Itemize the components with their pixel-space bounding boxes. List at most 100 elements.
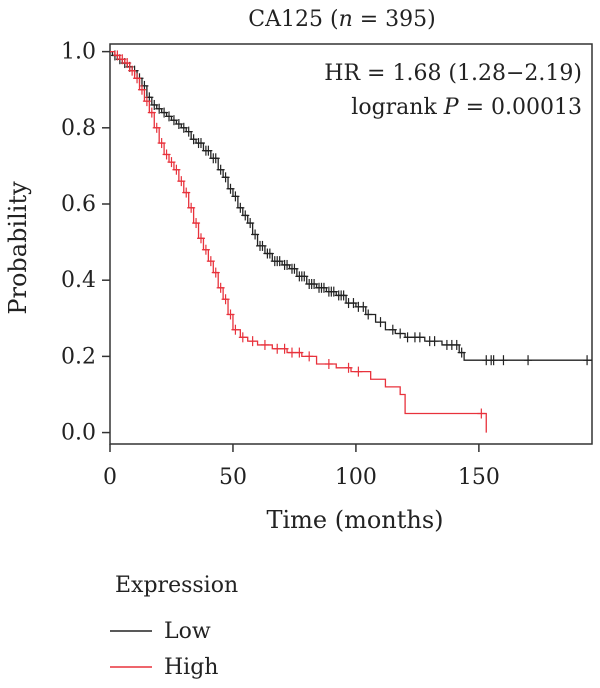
- censor-mark-high: [118, 54, 127, 65]
- censor-mark-low: [300, 271, 309, 282]
- censor-mark-low: [415, 332, 424, 343]
- censor-mark-high: [147, 107, 156, 118]
- x-tick-label: 100: [335, 465, 377, 490]
- logrank-prefix: logrank: [351, 95, 444, 120]
- y-tick-label: 0.0: [61, 421, 96, 446]
- censor-mark-low: [150, 99, 159, 110]
- censor-mark-low: [258, 240, 267, 251]
- censor-mark-low: [275, 256, 284, 267]
- y-axis: 0.0 0.2 0.4 0.6 0.8 1.0: [61, 40, 110, 446]
- censor-mark-high: [238, 332, 247, 343]
- x-axis-title: Time (months): [266, 506, 443, 534]
- logrank-annotation: logrank P = 0.00013: [351, 95, 582, 120]
- censor-mark-low: [364, 309, 373, 320]
- y-tick-label: 0.2: [61, 344, 96, 369]
- censor-mark-low: [396, 328, 405, 339]
- censor-mark-high: [221, 294, 230, 305]
- censor-mark-high: [354, 366, 363, 377]
- y-tick-label: 1.0: [61, 40, 96, 65]
- legend: Expression Low High: [110, 573, 238, 680]
- censor-mark-low: [310, 279, 319, 289]
- censor-mark-low: [403, 332, 412, 343]
- censor-mark-high: [344, 362, 353, 373]
- censor-mark-high: [206, 256, 215, 267]
- censor-mark-high: [167, 157, 176, 168]
- censor-mark-high: [113, 50, 122, 61]
- title-prefix: CA125 (: [248, 7, 338, 32]
- censor-mark-high: [177, 176, 186, 187]
- censor-mark-high: [324, 359, 333, 369]
- censor-mark-low: [524, 355, 533, 366]
- censor-mark-high: [133, 73, 142, 84]
- legend-label-low: Low: [164, 619, 211, 644]
- censor-mark-low: [329, 286, 338, 297]
- censor-mark-low: [583, 355, 592, 366]
- censor-mark-high: [201, 244, 210, 255]
- censor-mark-low: [457, 347, 466, 358]
- censor-mark-high: [248, 336, 257, 347]
- y-tick-label: 0.8: [61, 116, 96, 141]
- censor-mark-low: [179, 122, 188, 133]
- censor-mark-low: [216, 164, 225, 175]
- logrank-value: = 0.00013: [459, 95, 582, 120]
- censor-mark-high: [192, 218, 201, 229]
- censor-mark-high: [260, 339, 269, 350]
- censor-mark-high: [273, 343, 282, 354]
- censor-mark-low: [430, 336, 439, 347]
- censor-mark-high: [287, 347, 296, 358]
- x-tick-label: 50: [219, 465, 247, 490]
- censor-mark-low: [499, 355, 508, 366]
- censor-mark-high: [142, 96, 151, 107]
- censor-mark-high: [216, 282, 225, 293]
- title-n: n: [339, 7, 353, 32]
- censor-mark-high: [231, 324, 240, 335]
- censor-mark-high: [128, 65, 137, 76]
- censor-mark-high: [152, 122, 161, 133]
- censor-mark-low: [204, 145, 213, 156]
- censor-mark-low: [359, 301, 368, 312]
- censor-mark-low: [155, 103, 164, 114]
- survival-curves: [110, 50, 592, 433]
- legend-label-high: High: [164, 655, 218, 680]
- censor-mark-low: [251, 229, 260, 240]
- y-tick-label: 0.6: [61, 192, 96, 217]
- censor-mark-low: [339, 290, 348, 301]
- censor-mark-low: [236, 202, 245, 213]
- censor-mark-high: [182, 187, 191, 198]
- censor-mark-low: [246, 218, 255, 229]
- censor-mark-high: [477, 408, 486, 419]
- censor-mark-high: [211, 267, 220, 278]
- censor-mark-low: [231, 191, 240, 202]
- plot-frame: [109, 43, 593, 445]
- x-tick-label: 0: [103, 465, 117, 490]
- legend-title: Expression: [115, 573, 238, 598]
- censor-mark-low: [226, 183, 235, 194]
- censor-mark-low: [165, 111, 174, 122]
- censor-mark-high: [196, 233, 205, 244]
- censor-mark-low: [221, 172, 230, 183]
- censor-mark-low: [290, 263, 299, 274]
- censor-mark-high: [137, 84, 146, 95]
- censor-mark-high: [162, 149, 171, 160]
- censor-mark-low: [376, 317, 385, 328]
- censor-mark-high: [187, 202, 196, 213]
- censor-mark-low: [388, 324, 397, 335]
- censor-mark-high: [305, 351, 314, 362]
- censor-mark-low: [169, 115, 178, 126]
- censor-mark-high: [280, 343, 289, 354]
- censor-mark-low: [489, 355, 498, 366]
- censor-mark-high: [123, 58, 132, 69]
- censor-mark-low: [196, 138, 205, 149]
- censor-mark-high: [157, 138, 166, 149]
- censor-mark-high: [295, 347, 304, 358]
- x-tick-label: 150: [458, 465, 500, 490]
- censor-mark-high: [172, 164, 181, 175]
- censor-mark-high: [226, 309, 235, 320]
- logrank-p: P: [443, 95, 460, 120]
- y-axis-title: Probability: [4, 181, 32, 315]
- censor-mark-low: [319, 282, 328, 293]
- censor-mark-low: [349, 298, 358, 309]
- censor-mark-low: [283, 259, 292, 270]
- censor-mark-low: [174, 119, 183, 129]
